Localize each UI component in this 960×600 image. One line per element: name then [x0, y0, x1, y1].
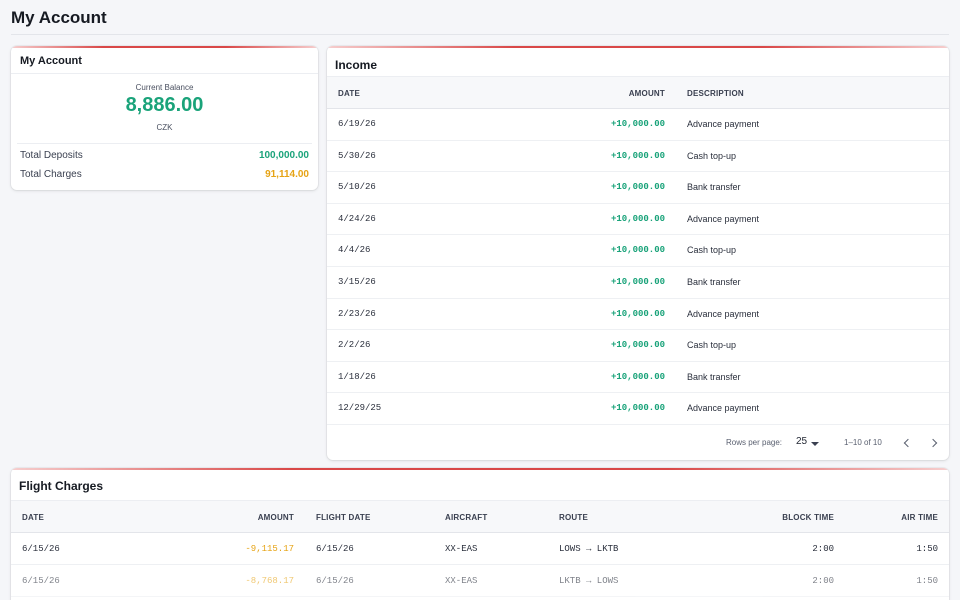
row-date: 5/10/26 [338, 182, 376, 193]
row-description: Cash top-up [687, 340, 737, 351]
column-header-route[interactable]: ROUTE [559, 513, 588, 522]
row-amount: +10,000.00 [610, 213, 665, 224]
row-description: Advance payment [687, 119, 760, 129]
summary-divider [17, 143, 312, 144]
total-charges-label: Total Charges [20, 169, 82, 180]
row-amount: +10,000.00 [610, 340, 665, 351]
row-amount: +10,000.00 [610, 308, 665, 319]
row-date: 4/4/26 [338, 245, 371, 256]
row-date: 3/15/26 [338, 277, 376, 287]
row-amount: +10,000.00 [610, 371, 665, 382]
table-row[interactable]: 6/19/26 +10,000.00 Advance payment [327, 109, 949, 141]
row-description: Advance payment [687, 403, 760, 414]
balance-currency: CZK [156, 123, 173, 132]
total-charges-value: 91,114.00 [265, 169, 309, 180]
chevron-left-icon[interactable] [903, 438, 913, 448]
table-row[interactable]: 3/15/26 +10,000.00 Bank transfer [327, 267, 949, 299]
chevron-right-icon[interactable] [928, 438, 938, 448]
row-description: Bank transfer [687, 182, 741, 193]
row-date: 6/15/26 [22, 544, 60, 554]
row-route: LKTB → LOWS [559, 576, 619, 586]
row-description: Cash top-up [687, 245, 737, 256]
income-card-title: Income [335, 58, 378, 72]
row-date: 5/30/26 [338, 150, 376, 161]
row-amount: +10,000.00 [610, 277, 665, 287]
row-date: 4/24/26 [338, 213, 376, 224]
card-accent-bar [11, 46, 318, 48]
row-description: Bank transfer [687, 371, 741, 382]
column-header-flight-date[interactable]: FLIGHT DATE [316, 513, 371, 522]
row-amount: +10,000.00 [610, 119, 665, 129]
title-divider [11, 34, 949, 35]
column-header-date[interactable]: DATE [22, 513, 44, 522]
row-aircraft: XX-EAS [445, 544, 478, 554]
rows-per-page-select[interactable]: 25 [796, 436, 808, 447]
column-header-amount[interactable]: AMOUNT [628, 89, 665, 98]
row-amount: +10,000.00 [610, 150, 665, 161]
income-table-header: DATE AMOUNT DESCRIPTION [327, 76, 949, 109]
row-flight-date: 6/15/26 [316, 576, 354, 586]
row-date: 6/15/26 [22, 576, 60, 586]
row-air-time: 1:50 [916, 544, 938, 554]
table-row[interactable]: 1/18/26 +10,000.00 Bank transfer [327, 362, 949, 394]
chevron-down-icon[interactable] [811, 442, 819, 446]
table-row[interactable]: 6/15/26 -8,768.17 6/15/26 XX-EAS LKTB → LOWS… [11, 565, 949, 597]
card-header-divider [11, 73, 318, 74]
row-flight-date: 6/15/26 [316, 544, 354, 554]
column-header-amount[interactable]: AMOUNT [257, 513, 294, 522]
table-row[interactable]: 12/29/25 +10,000.00 Advance payment [327, 393, 949, 425]
page-title: My Account [11, 8, 107, 27]
total-charges-row: Total Charges 91,114.00 [20, 169, 309, 180]
table-row[interactable]: 2/23/26 +10,000.00 Advance payment [327, 299, 949, 331]
row-air-time: 1:50 [916, 576, 938, 586]
balance-value: 8,886.00 [125, 94, 204, 116]
row-block-time: 2:00 [812, 576, 834, 586]
table-row[interactable]: 4/4/26 +10,000.00 Cash top-up [327, 235, 949, 267]
rows-per-page-label: Rows per page: [726, 438, 783, 447]
account-card-title: My Account [20, 55, 82, 67]
pagination-range: 1–10 of 10 [844, 438, 882, 447]
row-date: 12/29/25 [338, 403, 382, 414]
table-row[interactable]: 2/2/26 +10,000.00 Cash top-up [327, 330, 949, 362]
table-row[interactable]: 6/15/26 -9,115.17 6/15/26 XX-EAS LOWS → LKTB… [11, 533, 949, 565]
flight-charges-title: Flight Charges [19, 479, 104, 493]
table-row[interactable]: 5/30/26 +10,000.00 Cash top-up [327, 141, 949, 173]
row-description: Advance payment [687, 213, 760, 224]
row-description: Bank transfer [687, 277, 741, 287]
flight-charges-card: Flight Charges DATE AMOUNT FLIGHT DATE A… [11, 468, 949, 600]
row-amount: -8,768.17 [245, 576, 294, 586]
total-deposits-label: Total Deposits [20, 150, 83, 161]
account-summary-card: My Account Current Balance 8,886.00 CZK … [11, 46, 318, 190]
row-description: Advance payment [687, 308, 760, 319]
column-header-block-time[interactable]: BLOCK TIME [782, 513, 834, 522]
column-header-date[interactable]: DATE [338, 89, 360, 98]
table-row[interactable]: 4/24/26 +10,000.00 Advance payment [327, 204, 949, 236]
column-header-aircraft[interactable]: AIRCRAFT [445, 513, 488, 522]
row-date: 2/23/26 [338, 308, 376, 319]
row-date: 6/19/26 [338, 119, 376, 129]
row-amount: -9,115.17 [245, 544, 294, 554]
total-deposits-value: 100,000.00 [258, 150, 309, 161]
table-row[interactable]: 5/10/26 +10,000.00 Bank transfer [327, 172, 949, 204]
total-deposits-row: Total Deposits 100,000.00 [20, 150, 309, 161]
row-date: 2/2/26 [338, 340, 371, 351]
row-aircraft: XX-EAS [445, 576, 478, 586]
flight-table-header: DATE AMOUNT FLIGHT DATE AIRCRAFT ROUTE B… [11, 500, 949, 533]
row-date: 1/18/26 [338, 371, 376, 382]
row-route: LOWS → LKTB [559, 544, 619, 554]
row-amount: +10,000.00 [610, 182, 665, 193]
row-amount: +10,000.00 [610, 245, 665, 256]
row-description: Cash top-up [687, 150, 737, 161]
row-block-time: 2:00 [812, 544, 834, 554]
pagination-bar: Rows per page: 25 1–10 of 10 [327, 429, 949, 457]
card-accent-bar [11, 468, 949, 470]
card-accent-bar [327, 46, 949, 48]
column-header-description[interactable]: DESCRIPTION [687, 89, 744, 98]
column-header-air-time[interactable]: AIR TIME [901, 513, 938, 522]
balance-label: Current Balance [135, 83, 194, 92]
row-amount: +10,000.00 [610, 403, 665, 414]
income-card: Income DATE AMOUNT DESCRIPTION 6/19/26 +1… [327, 46, 949, 460]
